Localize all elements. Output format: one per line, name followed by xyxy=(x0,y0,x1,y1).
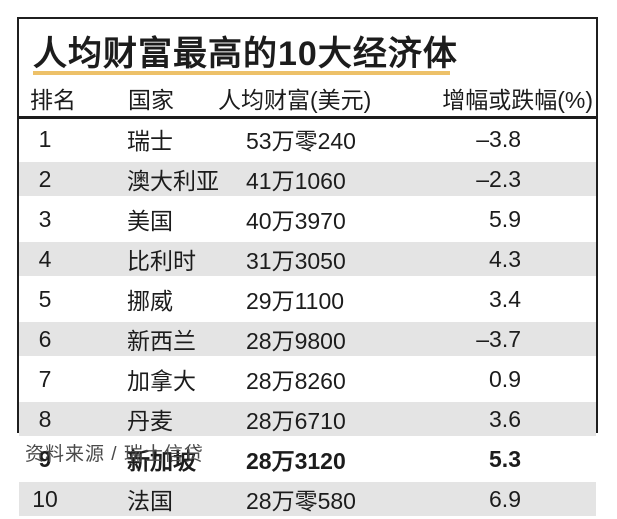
wealth-cell: 28万9800 xyxy=(246,328,346,354)
source-note: 资料来源 / 瑞士信贷 xyxy=(25,444,204,465)
rank-cell: 6 xyxy=(38,325,52,352)
rank-cell: 8 xyxy=(38,405,52,432)
column-header-wealth: 人均财富(美元) xyxy=(218,87,372,113)
rank-cell: 1 xyxy=(38,125,52,152)
wealth-cell: 53万零240 xyxy=(246,128,356,154)
wealth-cell: 28万8260 xyxy=(246,368,346,394)
column-header-rank: 排名 xyxy=(30,87,76,113)
change-cell: 5.9 xyxy=(489,205,521,232)
country-cell: 法国 xyxy=(127,488,173,514)
table-row: 8 丹麦 28万6710 3.6 xyxy=(19,399,596,439)
column-header-change: 增幅或跌幅(%) xyxy=(442,87,593,113)
wealth-cell: 40万3970 xyxy=(246,208,346,234)
change-cell: –3.8 xyxy=(476,125,521,152)
wealth-table-panel: 人均财富最高的10大经济体 排名 国家 人均财富(美元) 增幅或跌幅(%) 1 瑞… xyxy=(17,17,598,519)
change-cell: 3.4 xyxy=(489,285,521,312)
rank-cell: 9 xyxy=(38,445,52,472)
table-row: 9 新加坡 28万3120 5.3 xyxy=(19,439,596,479)
table-body: 1 瑞士 53万零240 –3.8 2 澳大利亚 41万1060 –2.3 3 美国 40万3970… xyxy=(19,119,596,519)
country-cell: 澳大利亚 xyxy=(127,168,219,194)
country-cell: 加拿大 xyxy=(127,368,196,394)
table-row: 7 加拿大 28万8260 0.9 xyxy=(19,359,596,399)
column-header-country: 国家 xyxy=(128,87,174,113)
change-cell: 0.9 xyxy=(489,365,521,392)
wealth-cell: 28万零580 xyxy=(246,488,356,514)
wealth-cell: 28万3120 xyxy=(246,448,346,474)
panel-title: 人均财富最高的10大经济体 xyxy=(33,35,458,73)
table-row: 6 新西兰 28万9800 –3.7 xyxy=(19,319,596,359)
rank-cell: 3 xyxy=(38,205,52,232)
table-row: 10 法国 28万零580 6.9 xyxy=(19,479,596,519)
wealth-cell: 28万6710 xyxy=(246,408,346,434)
country-cell: 瑞士 xyxy=(127,128,173,154)
wealth-cell: 29万1100 xyxy=(246,288,345,314)
table-row: 4 比利时 31万3050 4.3 xyxy=(19,239,596,279)
table-header-row: 排名 国家 人均财富(美元) 增幅或跌幅(%) xyxy=(19,85,596,116)
rank-cell: 4 xyxy=(38,245,52,272)
change-cell: 5.3 xyxy=(489,445,521,472)
change-cell: 4.3 xyxy=(489,245,521,272)
country-cell: 丹麦 xyxy=(127,408,173,434)
table-row: 2 澳大利亚 41万1060 –2.3 xyxy=(19,159,596,199)
table-row: 3 美国 40万3970 5.9 xyxy=(19,199,596,239)
table-row: 5 挪威 29万1100 3.4 xyxy=(19,279,596,319)
change-cell: –3.7 xyxy=(476,325,521,352)
wealth-cell: 41万1060 xyxy=(246,168,346,194)
wealth-cell: 31万3050 xyxy=(246,248,346,274)
country-cell: 比利时 xyxy=(127,248,196,274)
country-cell: 新加坡 xyxy=(127,448,196,474)
country-cell: 美国 xyxy=(127,208,173,234)
change-cell: –2.3 xyxy=(476,165,521,192)
header-divider xyxy=(19,116,596,119)
rank-cell: 10 xyxy=(32,485,58,512)
rank-cell: 7 xyxy=(38,365,52,392)
country-cell: 挪威 xyxy=(127,288,173,314)
change-cell: 3.6 xyxy=(489,405,521,432)
table-row: 1 瑞士 53万零240 –3.8 xyxy=(19,119,596,159)
title-accent-rule xyxy=(33,71,450,75)
rank-cell: 2 xyxy=(38,165,52,192)
rank-cell: 5 xyxy=(38,285,52,312)
change-cell: 6.9 xyxy=(489,485,521,512)
country-cell: 新西兰 xyxy=(127,328,196,354)
